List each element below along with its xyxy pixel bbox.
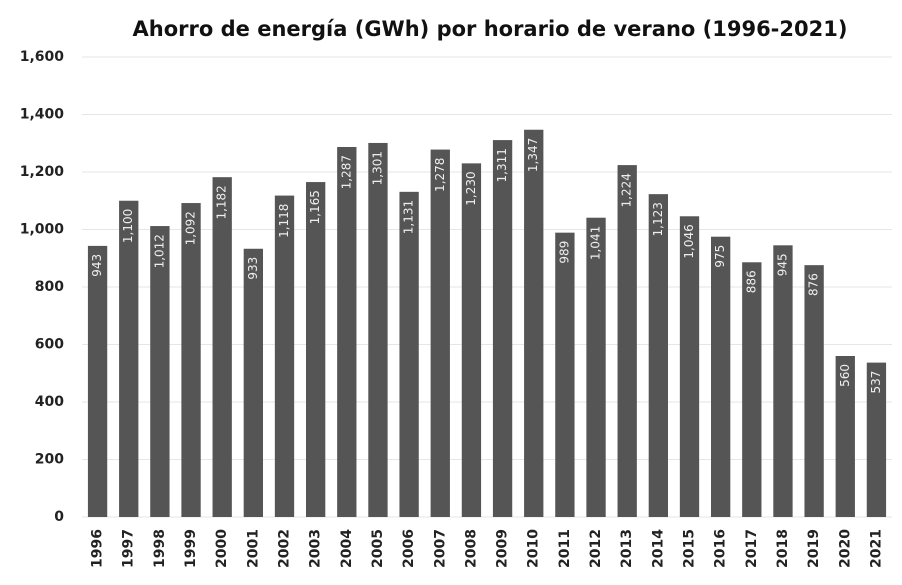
data-label: 876 [807,273,821,296]
y-tick-label: 1,600 [20,49,65,65]
data-label: 537 [869,371,883,394]
data-label: 560 [838,364,852,387]
data-label: 886 [744,270,758,293]
x-tick-label: 2005 [370,529,386,568]
x-tick-label: 2007 [432,529,448,568]
bar [368,142,388,517]
bar [804,265,824,517]
x-tick-label: 2012 [588,529,604,568]
x-tick-label: 1999 [183,529,199,568]
x-tick-label: 2009 [495,529,511,568]
bar [586,217,606,517]
x-tick-label: 2014 [650,529,666,568]
x-tick-label: 2021 [868,529,884,568]
x-tick-label: 2013 [619,529,635,568]
data-label: 1,123 [651,202,665,236]
x-tick-label: 1997 [121,529,137,568]
data-label: 945 [775,253,789,276]
y-tick-label: 400 [35,394,64,410]
data-label: 1,224 [620,173,634,207]
x-tick-label: 2020 [837,529,853,568]
bar [679,216,700,517]
bar [492,140,513,517]
data-label: 1,287 [339,155,353,189]
y-tick-label: 800 [35,279,64,295]
data-label: 943 [90,254,104,277]
y-tick-label: 1,200 [20,164,65,180]
bar [181,203,201,518]
x-tick-label: 2010 [526,529,542,568]
x-tick-label: 2001 [245,529,261,568]
x-tick-label: 2011 [557,529,573,568]
data-label: 1,230 [464,171,478,205]
y-tick-label: 1,000 [20,222,65,238]
bar [212,177,232,518]
data-label: 1,165 [308,190,322,224]
data-label: 933 [246,257,260,280]
bar [461,163,482,517]
x-tick-label: 2008 [463,529,479,568]
bar [399,191,419,517]
bar [866,362,887,517]
bar [773,245,793,517]
x-tick-label: 2017 [744,529,760,568]
bar [119,200,139,517]
bar [430,149,450,517]
x-tick-label: 1998 [152,529,168,568]
bar [524,129,544,518]
bar [87,245,108,517]
data-label: 1,278 [433,158,447,192]
bar [648,194,669,517]
x-tick-label: 2018 [775,529,791,568]
data-label: 1,092 [184,211,198,245]
y-tick-label: 1,400 [20,107,65,123]
data-label: 975 [713,245,727,268]
bar [243,248,264,517]
bar [150,226,170,518]
y-tick-label: 200 [35,452,64,468]
data-label: 1,100 [121,209,135,243]
bar [835,356,855,517]
data-label: 1,301 [370,151,384,185]
data-label: 1,041 [589,226,603,260]
x-tick-label: 2003 [308,529,324,568]
data-label: 1,311 [495,148,509,182]
y-tick-label: 600 [35,337,64,353]
data-label: 1,347 [526,138,540,172]
bar [555,232,575,517]
chart-title: Ahorro de energía (GWh) por horario de v… [133,17,848,41]
bar [710,236,731,517]
bar [617,165,637,517]
data-label: 1,118 [277,204,291,238]
x-tick-label: 2019 [806,529,822,568]
x-tick-label: 2000 [214,529,230,568]
bar [305,182,326,517]
x-tick-label: 1996 [90,529,106,568]
x-tick-label: 2004 [339,529,355,568]
data-label: 1,012 [152,234,166,268]
bar [274,195,295,517]
data-label: 1,182 [215,185,229,219]
data-label: 1,046 [682,224,696,258]
data-label: 1,131 [402,200,416,234]
bar [742,262,762,517]
x-tick-label: 2015 [682,529,698,568]
y-tick-label: 0 [54,509,64,525]
data-label: 989 [557,241,571,264]
x-tick-label: 2006 [401,529,417,568]
x-tick-label: 2002 [277,529,293,568]
x-tick-label: 2016 [713,529,729,568]
bar [337,146,357,518]
